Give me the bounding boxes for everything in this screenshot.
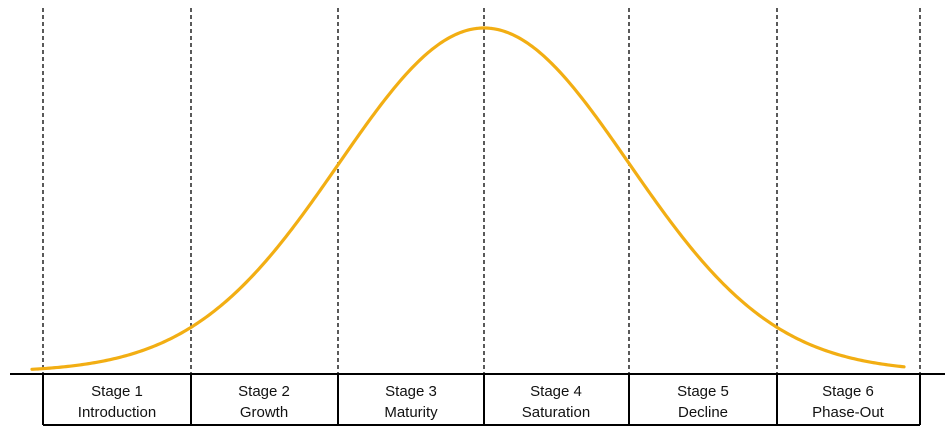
stage-4-number: Stage 4 xyxy=(530,383,582,400)
stage-6-number: Stage 6 xyxy=(822,383,874,400)
stage-1-name: Introduction xyxy=(78,404,156,421)
stage-4-name: Saturation xyxy=(522,404,590,421)
stage-1-number: Stage 1 xyxy=(91,383,143,400)
stage-3-name: Maturity xyxy=(384,404,438,421)
stage-table xyxy=(42,374,921,426)
stage-dividers xyxy=(42,8,921,374)
stage-labels: Stage 1 Introduction Stage 2 Growth Stag… xyxy=(78,383,885,421)
stage-6-name: Phase-Out xyxy=(812,404,885,421)
stage-2-name: Growth xyxy=(240,404,288,421)
stage-5-name: Decline xyxy=(678,404,728,421)
life-cycle-curve xyxy=(30,26,906,371)
stage-3-number: Stage 3 xyxy=(385,383,437,400)
stage-2-number: Stage 2 xyxy=(238,383,290,400)
stage-5-number: Stage 5 xyxy=(677,383,729,400)
